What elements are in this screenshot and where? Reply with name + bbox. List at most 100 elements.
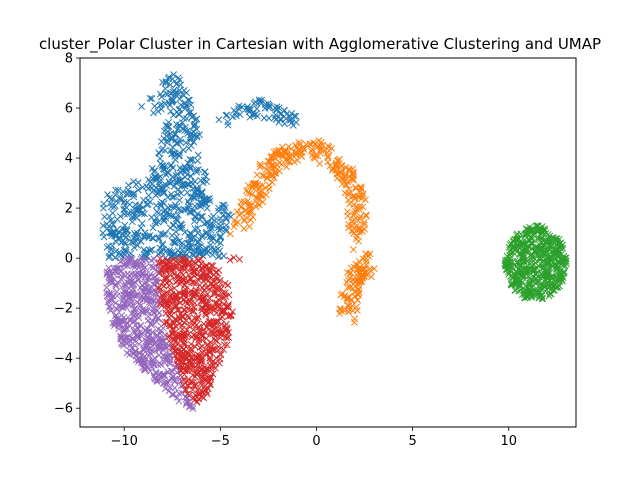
data-point — [130, 292, 138, 300]
data-point — [172, 215, 180, 223]
data-point — [224, 118, 232, 126]
data-point — [201, 196, 209, 204]
data-point — [292, 112, 300, 120]
data-point — [206, 354, 213, 362]
data-point — [195, 256, 202, 264]
data-point — [189, 371, 197, 379]
data-point — [156, 183, 164, 191]
data-point — [150, 109, 157, 117]
data-point — [215, 116, 223, 124]
data-point — [176, 280, 184, 288]
data-point — [516, 240, 524, 248]
data-point — [136, 262, 144, 270]
data-point — [362, 261, 370, 269]
data-point — [186, 164, 194, 172]
data-point — [201, 346, 209, 353]
data-point — [158, 248, 166, 256]
data-point — [176, 224, 184, 232]
data-point — [199, 269, 207, 277]
data-point — [355, 289, 363, 297]
cluster-2-points — [501, 222, 570, 303]
data-point — [265, 158, 273, 166]
data-point — [556, 243, 564, 251]
data-point — [362, 212, 370, 220]
data-point — [230, 107, 238, 114]
data-point — [224, 302, 232, 310]
data-point — [175, 289, 183, 297]
data-point — [508, 263, 516, 271]
data-point — [349, 246, 357, 254]
y-tick-label: 0 — [65, 252, 73, 267]
data-point — [336, 310, 344, 318]
data-point — [150, 264, 157, 271]
data-point — [260, 172, 268, 180]
data-point — [133, 324, 141, 332]
data-point — [164, 75, 172, 83]
data-point — [188, 208, 195, 216]
data-point — [506, 247, 514, 255]
data-point — [359, 203, 367, 211]
data-point — [159, 351, 167, 359]
data-point — [146, 298, 154, 306]
data-point — [124, 270, 131, 278]
data-point — [174, 185, 182, 193]
data-point — [200, 367, 208, 375]
data-point — [240, 225, 248, 232]
data-point — [271, 104, 279, 112]
data-point — [150, 340, 158, 348]
data-point — [223, 221, 230, 229]
data-point — [114, 265, 122, 272]
data-point — [106, 194, 113, 202]
data-point — [356, 215, 364, 223]
data-point — [157, 373, 165, 381]
data-point — [172, 316, 180, 324]
data-point — [198, 336, 206, 344]
data-point — [224, 281, 232, 289]
data-point — [207, 236, 215, 244]
data-point — [253, 193, 260, 201]
data-point — [221, 204, 229, 212]
data-point — [157, 202, 165, 210]
data-point — [138, 103, 146, 110]
data-point — [183, 170, 191, 178]
data-point — [214, 207, 222, 215]
data-point — [181, 126, 189, 134]
data-point — [166, 350, 174, 358]
data-point — [112, 282, 120, 290]
data-point — [134, 331, 142, 339]
data-point — [538, 258, 546, 266]
data-point — [209, 282, 217, 290]
data-point — [368, 273, 375, 281]
data-point — [146, 178, 154, 186]
data-point — [171, 338, 179, 346]
data-point — [165, 314, 173, 322]
data-point — [344, 196, 352, 204]
data-point — [210, 345, 218, 353]
data-point — [179, 264, 187, 272]
data-point — [207, 362, 215, 370]
data-point — [218, 306, 226, 314]
data-point — [189, 378, 197, 386]
data-point — [184, 381, 192, 389]
data-point — [171, 156, 179, 164]
data-point — [341, 292, 349, 299]
data-point — [222, 215, 230, 223]
data-point — [253, 200, 261, 208]
data-point — [209, 370, 217, 378]
data-point — [357, 184, 365, 192]
data-point — [193, 185, 201, 193]
data-point — [243, 209, 251, 217]
data-point — [534, 287, 542, 295]
data-point — [344, 212, 352, 220]
data-point — [176, 299, 184, 307]
data-point — [217, 330, 225, 338]
x-axis: −10 −5 0 5 10 — [110, 427, 517, 449]
data-point — [194, 338, 202, 346]
data-point — [288, 119, 296, 127]
data-point — [308, 146, 316, 153]
data-point — [151, 102, 159, 110]
data-point — [212, 317, 220, 325]
data-point — [338, 180, 346, 188]
data-point — [191, 202, 199, 210]
data-point — [171, 384, 179, 392]
